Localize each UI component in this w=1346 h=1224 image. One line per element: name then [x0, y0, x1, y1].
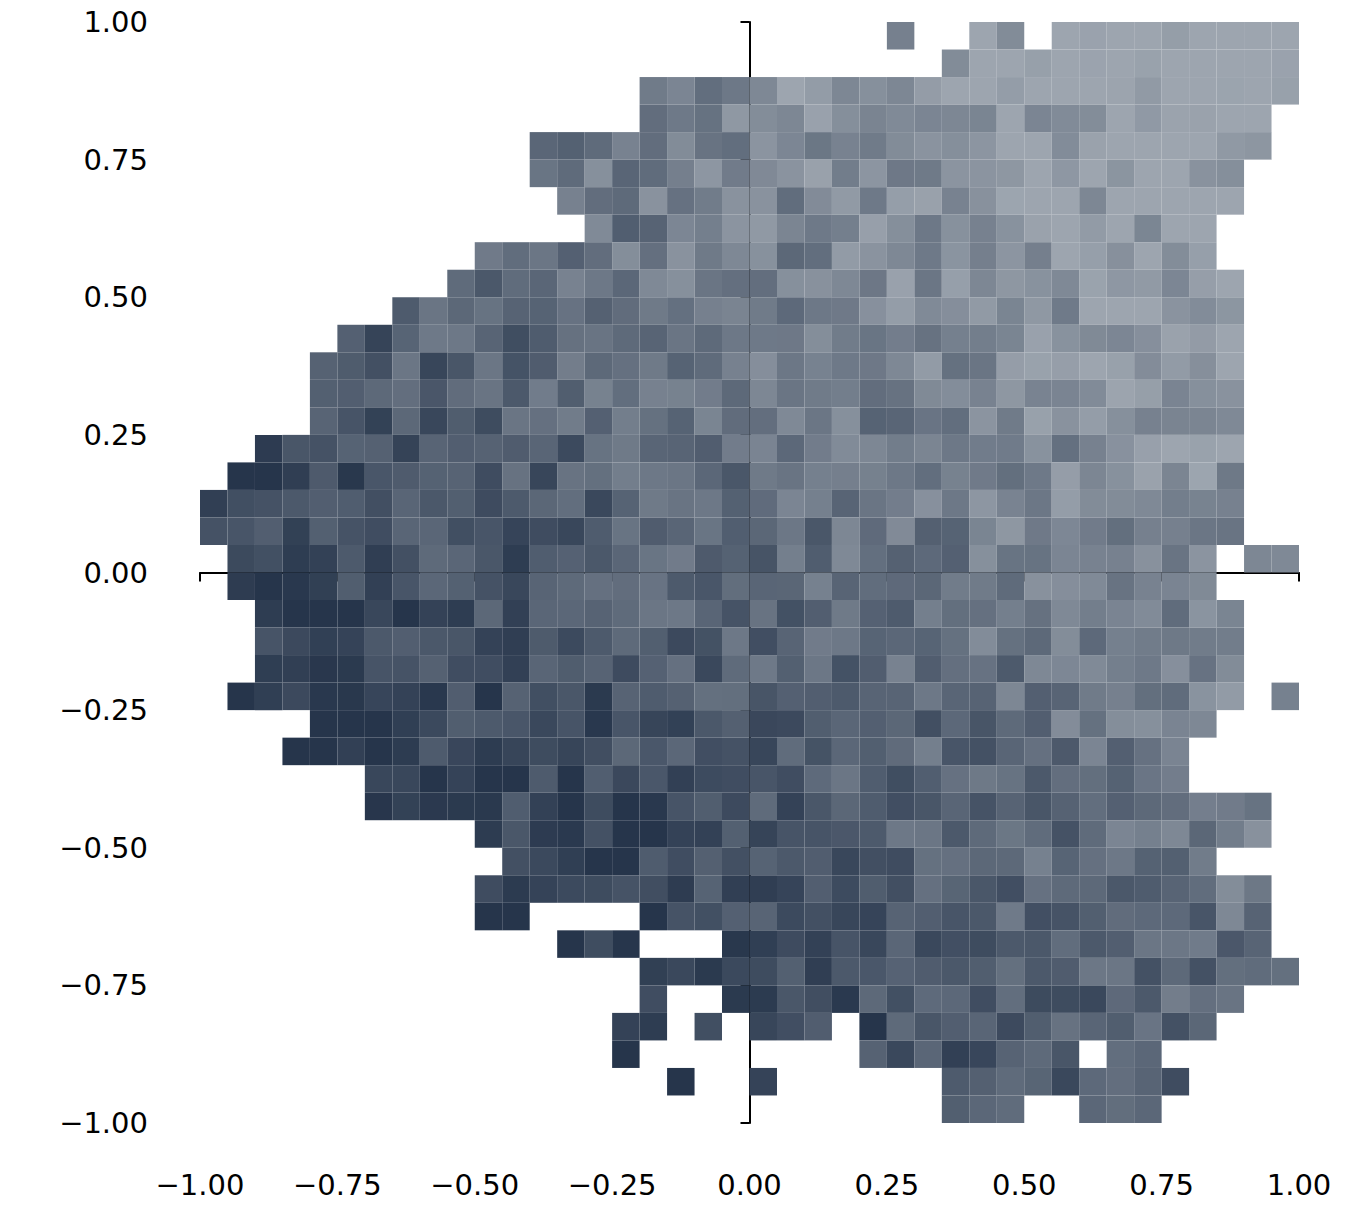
svg-text:−0.50: −0.50 [59, 831, 148, 865]
svg-text:−0.75: −0.75 [59, 968, 148, 1002]
svg-text:0.75: 0.75 [83, 143, 148, 177]
svg-text:1.00: 1.00 [83, 5, 148, 39]
svg-text:0.25: 0.25 [83, 418, 148, 452]
svg-text:0.00: 0.00 [717, 1168, 782, 1202]
svg-text:−0.50: −0.50 [430, 1168, 519, 1202]
svg-text:0.25: 0.25 [855, 1168, 920, 1202]
svg-text:−0.25: −0.25 [59, 693, 148, 727]
svg-text:−1.00: −1.00 [156, 1168, 245, 1202]
svg-text:1.00: 1.00 [1267, 1168, 1332, 1202]
svg-text:−0.25: −0.25 [568, 1168, 657, 1202]
svg-text:0.50: 0.50 [992, 1168, 1057, 1202]
svg-text:−0.75: −0.75 [293, 1168, 382, 1202]
svg-text:0.75: 0.75 [1129, 1168, 1194, 1202]
svg-text:0.00: 0.00 [83, 556, 148, 590]
svg-text:0.50: 0.50 [83, 280, 148, 314]
svg-text:−1.00: −1.00 [59, 1106, 148, 1140]
